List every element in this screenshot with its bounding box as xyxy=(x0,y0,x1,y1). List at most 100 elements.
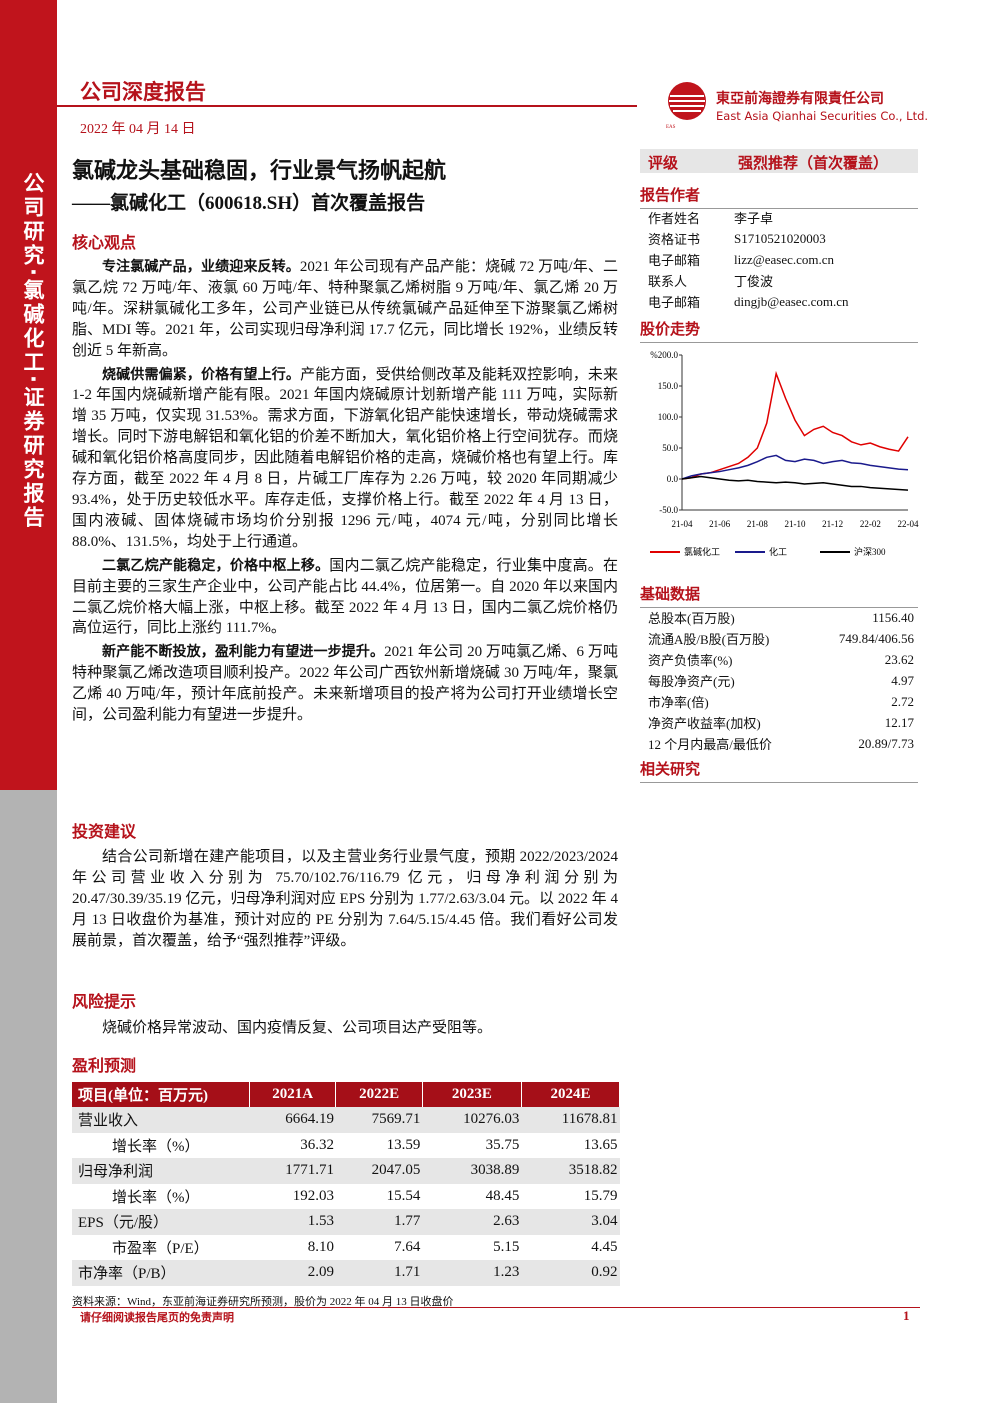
company-name: 東亞前海證券有限責任公司 xyxy=(716,91,884,107)
paragraph: 烧碱供需偏紧，价格有望上行。产能方面，受供给侧改革及能耗双控影响，未来 1-2 … xyxy=(72,365,618,553)
side-heading: 报告作者 xyxy=(640,184,918,209)
table-cell: 增长率（%） xyxy=(112,1138,200,1155)
table-cell: 0.92 xyxy=(521,1260,620,1286)
y-tick-label: -50.0 xyxy=(659,505,678,515)
paragraph-lead: 烧碱供需偏紧，价格有望上行。 xyxy=(102,366,301,383)
table-cell: 增长率（%） xyxy=(112,1189,200,1206)
author-table: 作者姓名 李子卓资格证书 S1710521020003 电子邮箱 lizz@easec.… xyxy=(648,207,849,312)
table-cell: 8.10 xyxy=(307,1238,334,1255)
kv-value: 1156.40 xyxy=(872,609,914,625)
kv-key: 资产负债率(%) xyxy=(648,653,733,668)
kv-key: 电子邮箱 xyxy=(648,253,701,268)
section-heading: 盈利预测 xyxy=(72,1056,137,1075)
kv-value: 12.17 xyxy=(884,714,914,730)
rating-box xyxy=(640,149,918,173)
side-heading: 相关研究 xyxy=(640,758,918,783)
header-cell: 2024E xyxy=(521,1082,621,1107)
table-cell: 2047.05 xyxy=(335,1158,423,1184)
kv-value: 23.62 xyxy=(884,651,914,667)
kv-value: lizz@easec.com.cn xyxy=(734,251,835,267)
table-row: 市盈率（P/E） 8.10 7.64 5.15 4.45 xyxy=(72,1235,620,1261)
paragraph: 烧碱价格异常波动、国内疫情反复、公司项目达产受阻等。 xyxy=(102,1020,493,1036)
stock-chart: -50.0 0.0 50.0 100.0 150.0 %200.0 21-04 21-06 21… xyxy=(650,350,919,557)
table-cell: 3.04 xyxy=(521,1209,620,1235)
page-number: 1 xyxy=(903,1308,910,1323)
table-row: 增长率（%） 192.03 15.54 48.45 15.79 xyxy=(72,1184,620,1210)
table-cell: 7.64 xyxy=(394,1238,421,1255)
kv-row: 资格证书 S1710521020003 xyxy=(648,228,849,249)
legend-label: 氯碱化工 xyxy=(684,546,720,557)
table-cell: 11678.81 xyxy=(521,1107,620,1133)
kv-value: S1710521020003 xyxy=(734,230,826,246)
table-row: 增长率（%） 36.32 13.59 35.75 13.65 xyxy=(72,1133,620,1159)
table-cell: 营业收入 xyxy=(72,1107,250,1133)
header-rule xyxy=(57,105,637,107)
kv-key: 资格证书 xyxy=(648,232,701,247)
basic-data-table: 总股本(百万股) 1156.40 流通A股/B股(百万股) 749.84/406.56… xyxy=(648,607,914,754)
kv-key: 市净率(倍) xyxy=(648,695,709,710)
core-view: 专注氯碱产品，业绩迎来反转。2021 年公司现有产品产能：烧碱 72 万吨/年、… xyxy=(72,257,618,729)
y-tick-label: 150.0 xyxy=(658,381,679,391)
table-cell: 1.77 xyxy=(335,1209,423,1235)
risk-text: 烧碱价格异常波动、国内疫情反复、公司项目达产受阻等。 xyxy=(72,1018,618,1042)
legend-label: 沪深300 xyxy=(854,546,886,557)
table-cell: 归母净利润 xyxy=(72,1158,250,1184)
paragraph-text: 国内二氯乙烷产能稳定，行业集中度高。在目前主要的三家生产企业中，公司产能占比 4… xyxy=(72,557,618,637)
header-cell: 2021A xyxy=(249,1082,337,1107)
table-cell: 6664.19 xyxy=(249,1107,336,1133)
kv-row: 总股本(百万股) 1156.40 xyxy=(648,607,914,628)
table-cell: 4.45 xyxy=(591,1238,618,1255)
paragraph: 二氯乙烷产能稳定，价格中枢上移。国内二氯乙烷产能稳定，行业集中度高。在目前主要的… xyxy=(72,556,618,640)
table-cell: 13.65 xyxy=(583,1136,618,1153)
table-cell: 15.79 xyxy=(583,1187,618,1204)
kv-value: 4.97 xyxy=(891,672,914,688)
forecast-table: 项目(单位：百万元) 2021A 2022E 2023E 2024E 营业收入 6664.1… xyxy=(72,1082,621,1286)
table-cell: 1.23 xyxy=(422,1260,522,1286)
table-cell: 市净率（P/B） xyxy=(72,1260,250,1286)
investment-text: 结合公司新增在建产能项目，以及主营业务行业景气度，预期 2022/2023/20… xyxy=(72,847,618,955)
disclaimer: 请仔细阅读报告尾页的免责声明 xyxy=(80,1311,234,1324)
sidebar-band xyxy=(0,0,57,790)
section-heading: 风险提示 xyxy=(72,992,137,1011)
y-tick-label: 0.0 xyxy=(667,474,679,484)
kv-row: 联系人 丁俊波 xyxy=(648,270,849,291)
side-heading: 基础数据 xyxy=(640,583,918,608)
series-line xyxy=(681,475,909,491)
title: 氯碱龙头基础稳固，行业景气扬帆起航 xyxy=(72,158,447,183)
paragraph: 结合公司新增在建产能项目，以及主营业务行业景气度，预期 2022/2023/20… xyxy=(72,849,618,949)
paragraph: 专注氯碱产品，业绩迎来反转。2021 年公司现有产品产能：烧碱 72 万吨/年、… xyxy=(72,257,618,362)
kv-row: 市净率(倍) 2.72 xyxy=(648,691,914,712)
table-row: 归母净利润 1771.71 2047.05 3038.89 3518.82 xyxy=(72,1158,620,1184)
table-row: 市净率（P/B） 2.09 1.71 1.23 0.92 xyxy=(72,1260,620,1286)
report-date: 2022 年 04 月 14 日 xyxy=(80,122,196,137)
header-cell: 项目(单位：百万元) xyxy=(72,1082,250,1107)
table-cell: 7569.71 xyxy=(335,1107,423,1133)
kv-row: 作者姓名 李子卓 xyxy=(648,207,849,228)
table-cell: 13.59 xyxy=(386,1136,421,1153)
x-tick-label: 22-04 xyxy=(898,519,919,529)
paragraph-lead: 二氯乙烷产能稳定，价格中枢上移。 xyxy=(102,557,330,574)
table-cell: 1771.71 xyxy=(249,1158,336,1184)
kv-row: 电子邮箱 dingjb@easec.com.cn xyxy=(648,291,849,312)
kv-value: 丁俊波 xyxy=(734,274,774,289)
table-header: 项目(单位：百万元) 2021A 2022E 2023E 2024E xyxy=(72,1082,621,1107)
sidebar-band-lower xyxy=(0,790,57,1403)
kv-row: 每股净资产(元) 4.97 xyxy=(648,670,914,691)
report-type: 公司深度报告 xyxy=(80,80,206,104)
series-line xyxy=(681,370,909,480)
table-cell: 5.15 xyxy=(493,1238,520,1255)
x-tick-label: 21-12 xyxy=(822,519,843,529)
paragraph-lead: 新产能不断投放，盈利能力有望进一步提升。 xyxy=(102,644,385,661)
kv-key: 每股净资产(元) xyxy=(648,674,735,689)
kv-key: 联系人 xyxy=(648,274,688,289)
x-tick-label: 21-04 xyxy=(672,519,693,529)
kv-value: 李子卓 xyxy=(734,211,774,226)
kv-row: 流通A股/B股(百万股) 749.84/406.56 xyxy=(648,628,914,649)
table-cell: 3518.82 xyxy=(521,1158,620,1184)
paragraph-lead: 专注氯碱产品，业绩迎来反转。 xyxy=(102,259,300,275)
table-cell: 1.71 xyxy=(335,1260,423,1286)
y-tick-label: 50.0 xyxy=(662,443,678,453)
kv-key: 电子邮箱 xyxy=(648,295,701,310)
footer-rule xyxy=(72,1307,920,1308)
